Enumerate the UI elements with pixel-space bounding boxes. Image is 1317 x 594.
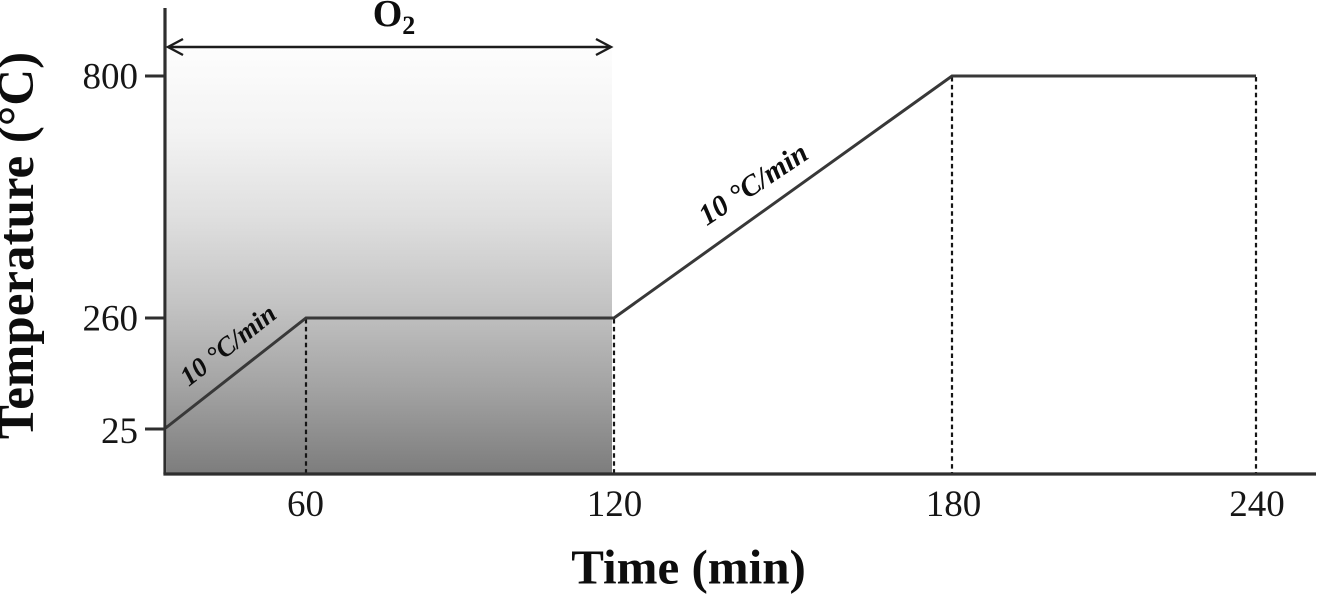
svg-text:O2: O2 xyxy=(373,0,416,40)
svg-text:25: 25 xyxy=(101,411,138,452)
svg-text:Time (min): Time (min) xyxy=(571,540,806,594)
svg-text:240: 240 xyxy=(1229,484,1285,525)
svg-text:800: 800 xyxy=(83,57,139,98)
svg-text:120: 120 xyxy=(587,484,643,525)
svg-text:260: 260 xyxy=(83,299,139,340)
svg-text:60: 60 xyxy=(287,484,324,525)
svg-text:180: 180 xyxy=(926,484,982,525)
svg-text:Temperature (°C): Temperature (°C) xyxy=(0,52,45,439)
